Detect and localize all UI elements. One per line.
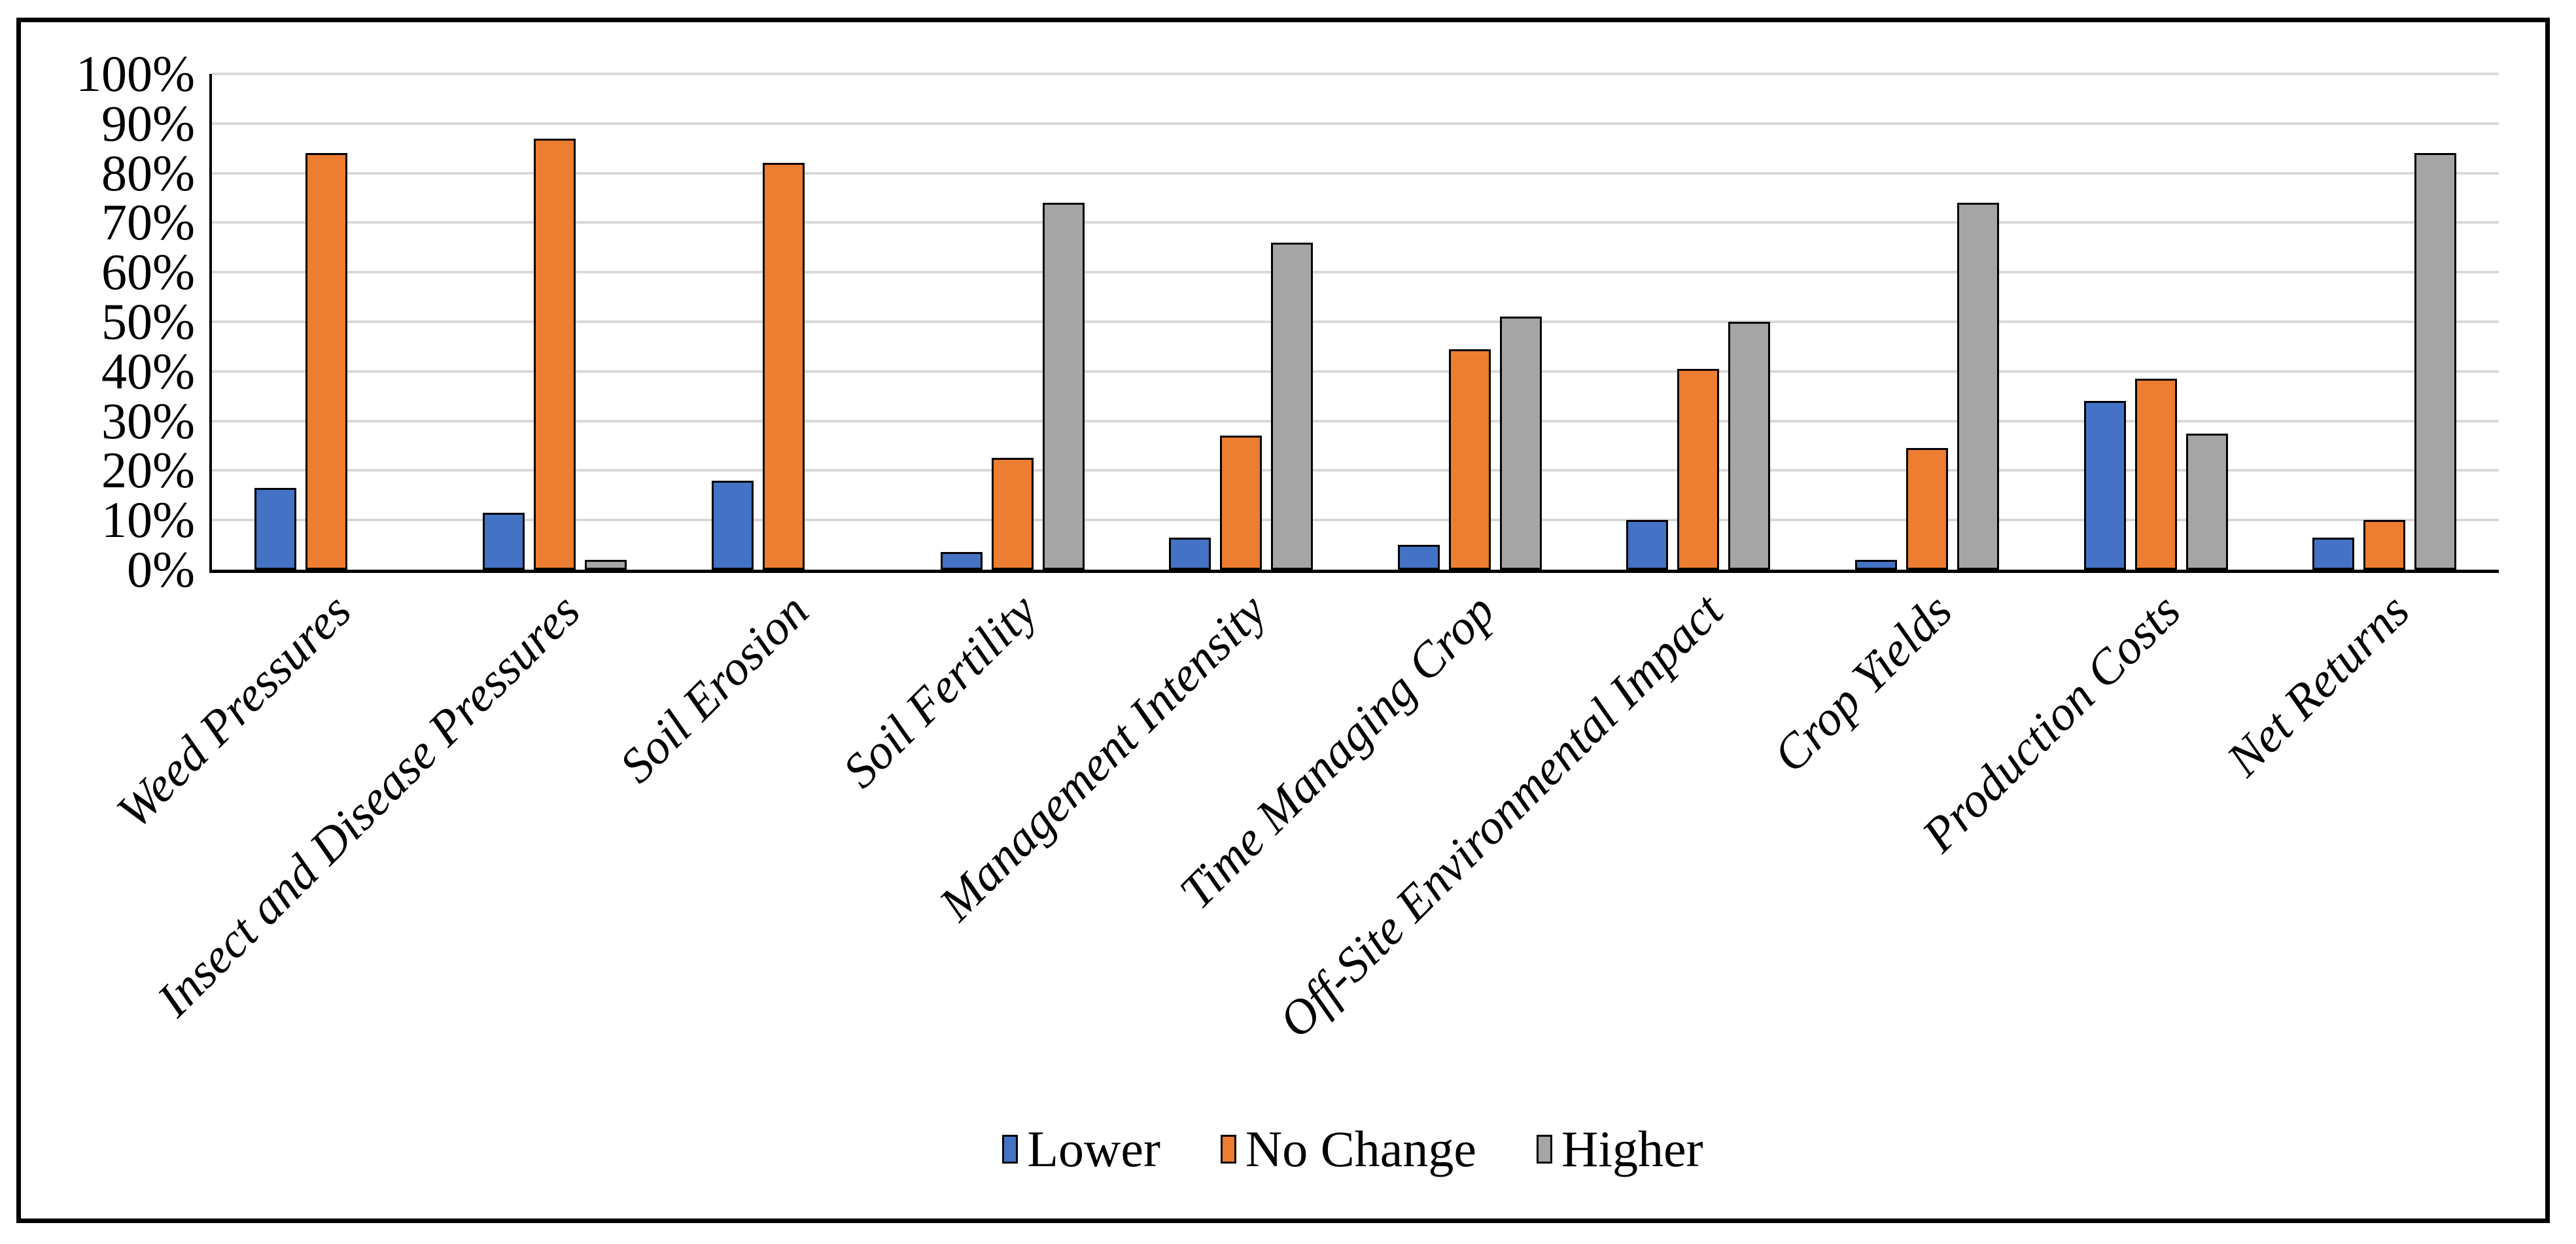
- gridline: [212, 73, 2499, 75]
- bar-higher: [1042, 203, 1085, 570]
- y-tick-label: 90%: [101, 94, 195, 152]
- legend-item: Higher: [1537, 1124, 1703, 1175]
- y-tick-label: 70%: [101, 194, 195, 251]
- bar-lower: [1854, 559, 1897, 570]
- bar-no-change: [1906, 448, 1948, 570]
- gridline: [212, 271, 2499, 274]
- bar-lower: [2312, 537, 2355, 570]
- bar-group: [669, 74, 898, 570]
- y-tick-label: 30%: [101, 392, 195, 449]
- legend-swatch: [1220, 1135, 1236, 1164]
- legend-item: Lower: [1002, 1124, 1160, 1175]
- bar-group: [212, 74, 441, 570]
- bar-lower: [711, 480, 754, 570]
- bar-no-change: [2134, 379, 2177, 570]
- bar-group: [441, 74, 670, 570]
- legend-swatch: [1537, 1135, 1553, 1164]
- legend-label: No Change: [1245, 1120, 1477, 1177]
- y-tick-label: 50%: [101, 293, 195, 350]
- gridline: [212, 370, 2499, 373]
- legend-label: Higher: [1561, 1120, 1703, 1177]
- y-tick-label: 60%: [101, 243, 195, 301]
- bar-no-change: [2363, 520, 2406, 570]
- bar-lower: [1626, 520, 1669, 570]
- plot-area: [209, 73, 2499, 573]
- bar-group: [1126, 74, 1355, 570]
- gridline: [212, 320, 2499, 323]
- bar-lower: [483, 512, 525, 570]
- bar-no-change: [305, 153, 347, 570]
- gridline: [212, 221, 2499, 224]
- bar-higher: [1957, 203, 1999, 570]
- legend-item: No Change: [1220, 1120, 1477, 1177]
- bar-no-change: [1220, 436, 1262, 570]
- y-tick-label: 80%: [101, 144, 195, 201]
- bar-group: [898, 74, 1127, 570]
- bar-lower: [1169, 537, 1211, 570]
- bar-no-change: [1677, 369, 1720, 570]
- y-axis-tick-labels: 100% 90% 80% 70% 60% 50% 40% 30% 20% 10% 0%: [0, 48, 195, 595]
- gridline: [212, 419, 2499, 423]
- y-tick-label: 40%: [101, 342, 195, 400]
- bar-group: [1355, 74, 1584, 570]
- bar-higher: [2414, 153, 2457, 570]
- bar-lower: [2083, 401, 2126, 570]
- bar-no-change: [762, 163, 805, 570]
- bar-lower: [940, 552, 983, 570]
- legend: Lower No Change Higher: [209, 1120, 2496, 1179]
- bar-groups: [212, 74, 2499, 570]
- bar-group: [2042, 74, 2271, 570]
- legend-label: Lower: [1027, 1120, 1160, 1177]
- y-tick-label: 100%: [76, 45, 195, 102]
- bar-no-change: [991, 458, 1034, 570]
- bar-higher: [1728, 322, 1771, 570]
- bar-lower: [1397, 545, 1440, 570]
- bar-group: [1584, 74, 1813, 570]
- bar-higher: [585, 559, 627, 570]
- bar-higher: [1499, 317, 1542, 570]
- gridline: [212, 171, 2499, 175]
- bar-higher: [2185, 433, 2228, 570]
- y-tick-label: 0%: [127, 541, 195, 598]
- bar-no-change: [1448, 349, 1491, 570]
- bar-lower: [254, 487, 296, 570]
- gridline: [212, 469, 2499, 472]
- gridline: [212, 519, 2499, 522]
- bar-higher: [1271, 242, 1314, 570]
- gridline: [212, 122, 2499, 125]
- bar-no-change: [534, 138, 576, 570]
- chart-outer-frame: [16, 18, 2550, 1223]
- bar-group: [2270, 74, 2499, 570]
- y-tick-label: 10%: [101, 491, 195, 549]
- bar-group: [1813, 74, 2042, 570]
- legend-swatch: [1002, 1135, 1018, 1164]
- y-tick-label: 20%: [101, 441, 195, 499]
